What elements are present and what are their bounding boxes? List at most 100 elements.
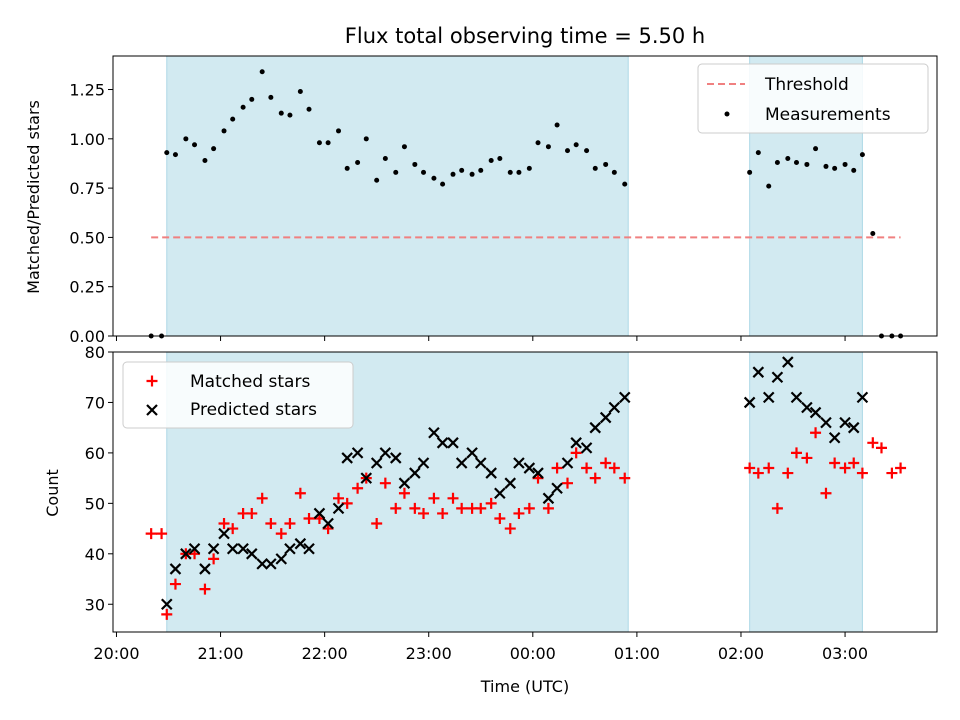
predicted-star-point	[743, 396, 756, 409]
matched-star-point	[256, 492, 268, 504]
matched-star-point	[218, 518, 230, 530]
matched-star-point	[246, 507, 258, 519]
x-axis-label: Time (UTC)	[480, 677, 569, 696]
predicted-star-point	[169, 563, 182, 575]
measurement-point	[306, 106, 312, 112]
predicted-star-point	[322, 517, 334, 530]
predicted-star-point	[428, 426, 440, 439]
matched-star-point	[447, 492, 459, 504]
matched-star-point	[284, 518, 296, 530]
measurement-point	[870, 230, 876, 236]
matched-star-point	[456, 502, 468, 514]
matched-star-point	[156, 528, 168, 540]
measurement-point	[401, 144, 407, 150]
predicted-star-point	[313, 507, 326, 520]
predicted-star-point	[237, 542, 249, 555]
measurement-point	[842, 161, 848, 167]
measurement-point	[192, 142, 198, 148]
measurement-point	[287, 112, 293, 118]
matched-star-point	[475, 502, 487, 514]
predicted-star-point	[180, 548, 192, 560]
legend-label-matched: Matched stars	[190, 372, 310, 392]
measurement-point	[516, 169, 522, 175]
measurement-point	[755, 150, 761, 156]
matched-star-point	[790, 447, 802, 459]
matched-star-point	[829, 457, 841, 469]
y-tick-label: 0.00	[69, 327, 105, 346]
predicted-star-point	[303, 542, 315, 555]
measurement-point	[859, 152, 865, 158]
predicted-star-point	[265, 558, 277, 570]
matched-star-point	[895, 462, 907, 474]
predicted-star-point	[570, 437, 582, 449]
measurement-point	[450, 171, 456, 177]
predicted-star-point	[856, 391, 869, 404]
legend-measurement-swatch	[724, 111, 730, 117]
panel-counts: 30 40 50 60 70 80 20:00 21:00 22:00 23:00 00:00 01:…	[85, 343, 938, 663]
measurement-point	[747, 169, 753, 175]
predicted-star-point	[188, 542, 201, 555]
matched-star-point	[562, 477, 574, 489]
y-tick-label: 70	[85, 393, 105, 412]
y-tick-label: 0.25	[69, 278, 105, 297]
legend-label-predicted: Predicted stars	[190, 400, 317, 420]
predicted-star-point	[207, 542, 220, 555]
matched-star-point	[199, 583, 211, 595]
matched-star-point	[839, 462, 851, 474]
matched-star-point	[513, 507, 525, 519]
matched-star-point	[801, 452, 813, 464]
x-tick-label: 00:00	[510, 644, 556, 663]
top-y-axis-label: Matched/Predicted stars	[24, 100, 43, 294]
matched-star-point	[581, 462, 593, 474]
measurement-point	[172, 152, 178, 158]
measurement-point	[278, 110, 284, 116]
predicted-star-point	[809, 406, 822, 419]
observing-window-shade	[166, 55, 629, 337]
predicted-star-point	[332, 502, 345, 515]
predicted-star-point	[370, 457, 383, 469]
predicted-star-point	[199, 563, 211, 575]
y-tick-label: 1.25	[69, 81, 105, 100]
predicted-star-point	[218, 527, 230, 540]
matched-star-point	[523, 502, 535, 514]
predicted-star-point	[618, 391, 631, 404]
matched-star-point	[437, 507, 449, 519]
x-tick-label: 21:00	[197, 644, 243, 663]
predicted-star-point	[398, 477, 411, 489]
measurement-point	[459, 167, 465, 173]
predicted-star-point	[762, 391, 775, 404]
predicted-star-point	[275, 553, 288, 565]
matched-star-point	[570, 447, 582, 459]
predicted-star-point	[494, 487, 506, 500]
measurement-point	[421, 169, 427, 175]
measurement-point	[611, 169, 617, 175]
predicted-star-point	[436, 437, 449, 449]
predicted-star-point	[379, 447, 392, 459]
y-tick-label: 60	[85, 444, 105, 463]
legend-label-measurements: Measurements	[765, 105, 891, 125]
matched-star-point	[341, 497, 353, 509]
predicted-star-point	[341, 452, 353, 464]
x-tick-label: 23:00	[406, 644, 452, 663]
measurement-point	[240, 104, 246, 110]
predicted-star-point	[474, 457, 487, 469]
measurement-point	[851, 167, 857, 173]
predicted-star-point	[360, 472, 373, 484]
predicted-star-point	[589, 421, 602, 434]
measurement-point	[336, 128, 342, 134]
matched-star-point	[886, 467, 898, 479]
matched-star-point	[782, 467, 794, 479]
predicted-star-point	[839, 416, 851, 429]
measurement-point	[823, 163, 829, 169]
measurement-point	[211, 146, 217, 152]
measurement-point	[363, 136, 369, 142]
matched-star-point	[856, 467, 868, 479]
measurement-point	[497, 156, 503, 162]
measurement-point	[774, 159, 780, 165]
measurement-point	[804, 161, 810, 167]
measurement-point	[344, 165, 350, 171]
y-tick-label: 0.50	[69, 228, 105, 247]
measurement-point	[832, 165, 838, 171]
matched-star-point	[494, 512, 506, 524]
x-tick-label: 20:00	[93, 644, 139, 663]
